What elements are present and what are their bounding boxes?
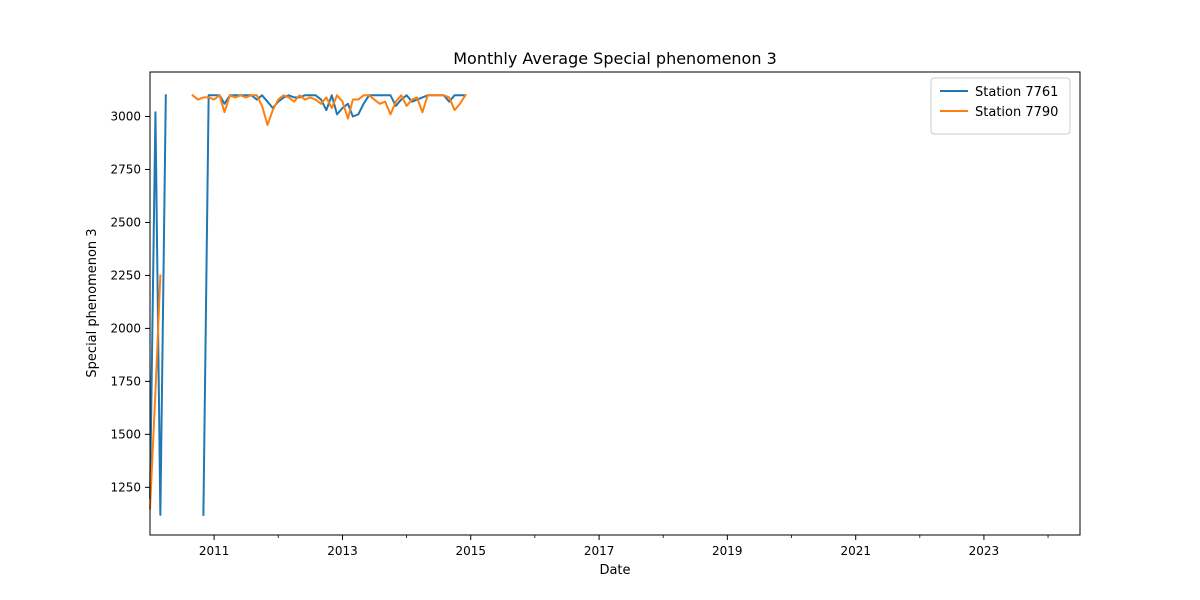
- y-tick-label: 1750: [110, 374, 141, 388]
- x-tick-label: 2013: [327, 544, 358, 558]
- y-axis: 1250 1500 1750 2000 2250 2500 2750 3000: [110, 109, 150, 494]
- y-tick-label: 2250: [110, 268, 141, 282]
- x-tick-label: 2023: [969, 544, 1000, 558]
- x-axis: 2011 2013 2015 2017 2019 2021 2023: [199, 535, 1049, 558]
- y-tick-label: 2750: [110, 162, 141, 176]
- y-tick-label: 1250: [110, 480, 141, 494]
- y-axis-label: Special phenomenon 3: [85, 228, 100, 377]
- x-tick-label: 2015: [455, 544, 486, 558]
- legend: Station 7761 Station 7790: [930, 77, 1071, 135]
- x-tick-label: 2021: [840, 544, 871, 558]
- legend-label-1: Station 7761: [975, 85, 1058, 100]
- y-tick-label: 3000: [110, 109, 141, 123]
- x-axis-label: Date: [599, 563, 630, 578]
- plot-area: [148, 93, 467, 516]
- x-tick-label: 2017: [584, 544, 615, 558]
- series-line-2: [148, 93, 467, 510]
- y-tick-label: 2000: [110, 321, 141, 335]
- y-tick-label: 2500: [110, 215, 141, 229]
- x-tick-label: 2011: [199, 544, 230, 558]
- series-line-1: [148, 94, 467, 516]
- y-tick-label: 1500: [110, 427, 141, 441]
- plot-frame: [149, 71, 1081, 536]
- legend-label-2: Station 7790: [975, 105, 1058, 120]
- chart-title: Monthly Average Special phenomenon 3: [453, 49, 777, 68]
- x-tick-label: 2019: [712, 544, 743, 558]
